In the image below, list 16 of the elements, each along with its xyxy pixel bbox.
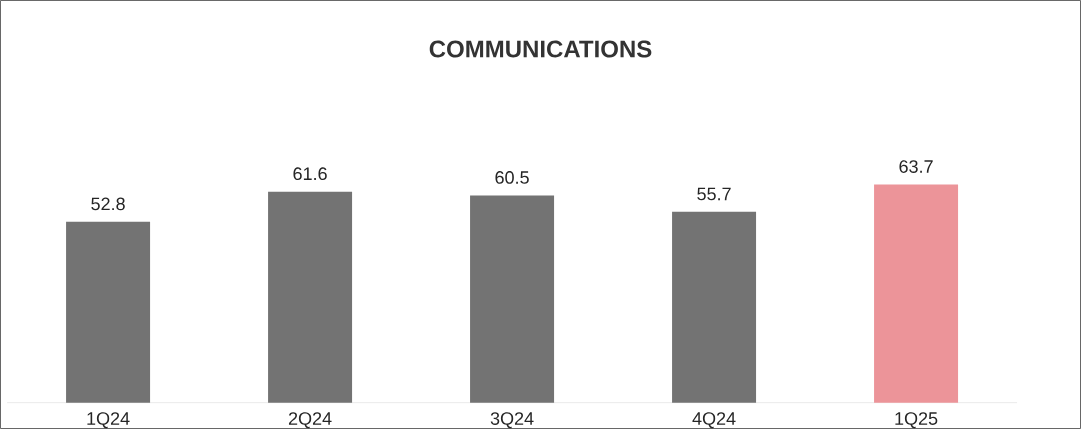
data-label: 52.8 — [91, 197, 125, 211]
x-tick-label: 3Q24 — [490, 412, 534, 429]
bar — [66, 221, 151, 403]
x-tick-label: 1Q25 — [895, 412, 938, 429]
bar — [470, 195, 555, 403]
chart-title: COMMUNICATIONS — [429, 40, 652, 58]
data-label: 61.6 — [293, 167, 327, 181]
data-label: 63.7 — [899, 160, 933, 173]
x-tick-label: 4Q24 — [692, 412, 736, 429]
x-tick-label: 1Q24 — [87, 412, 130, 429]
data-label: 60.5 — [495, 171, 529, 184]
bar — [874, 184, 959, 403]
x-tick-label: 2Q24 — [288, 412, 332, 429]
data-label: 55.7 — [697, 187, 731, 201]
bar — [672, 211, 757, 403]
bar — [268, 191, 353, 403]
